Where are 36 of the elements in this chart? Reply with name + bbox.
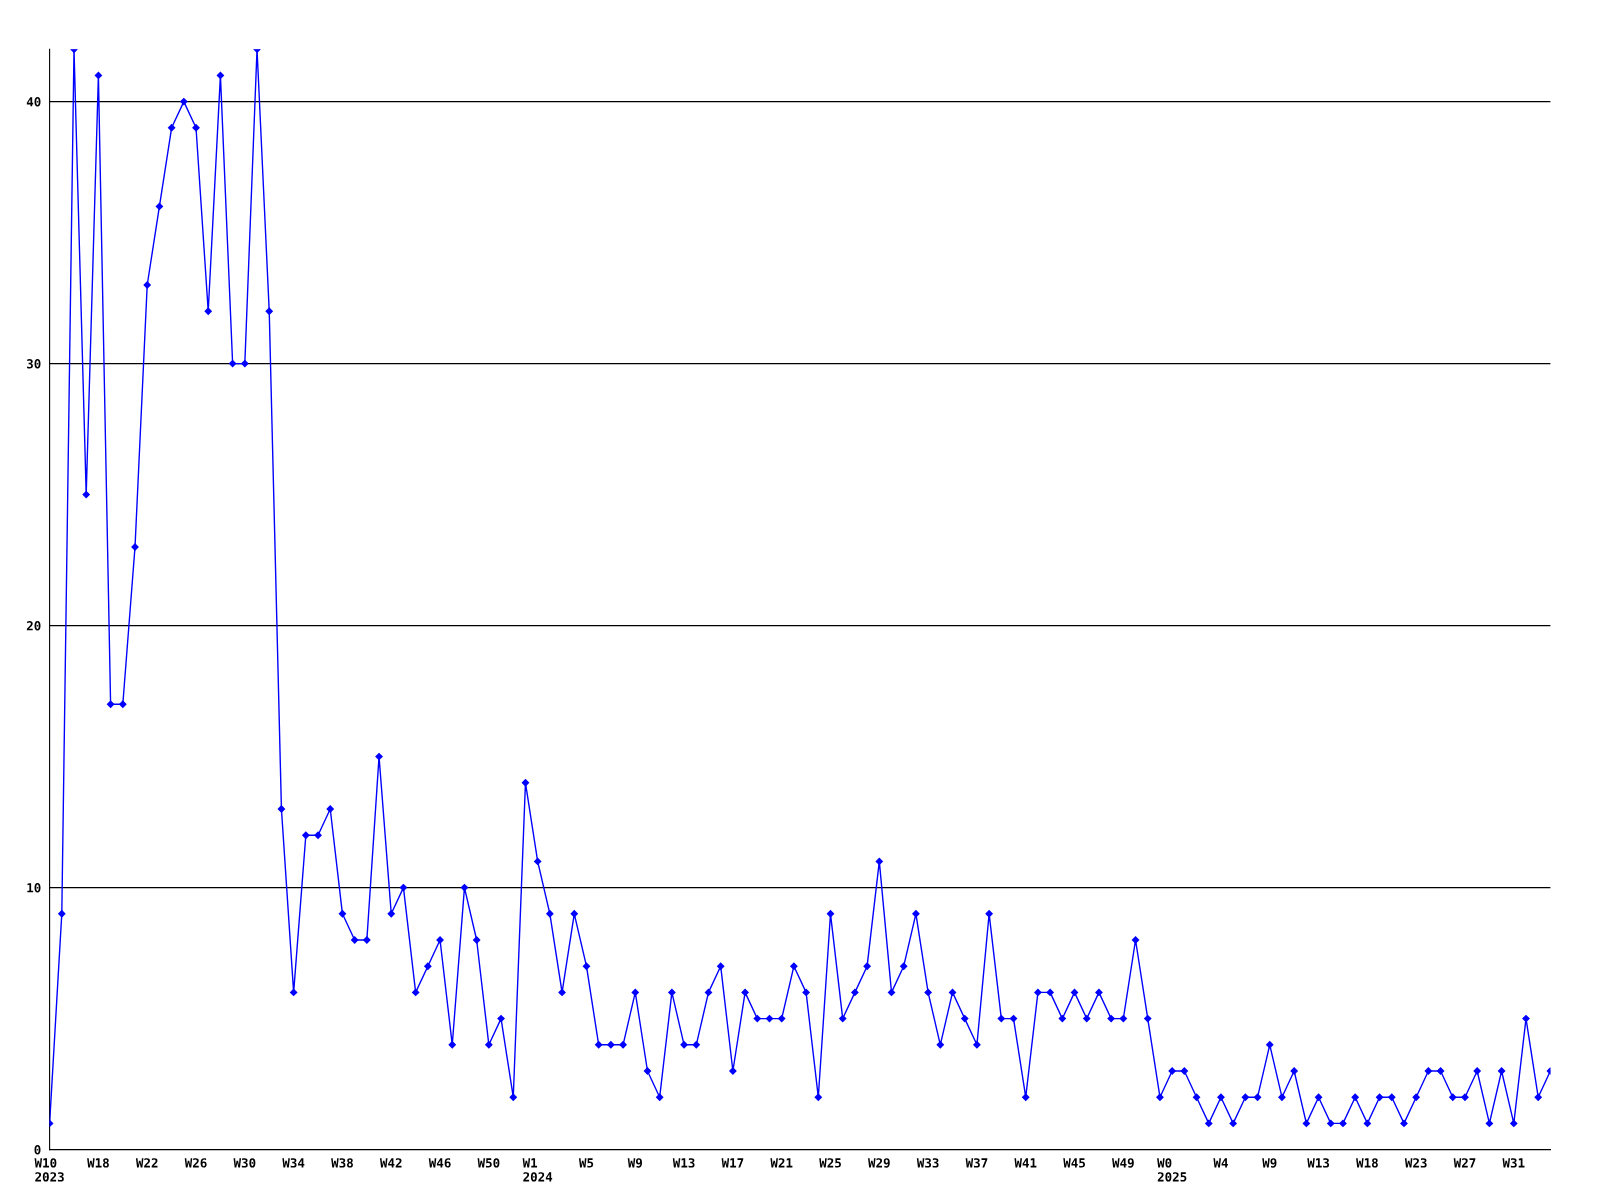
x-tick-label: W30 (233, 1158, 256, 1168)
x-tick-label: W1 2024 (522, 1158, 553, 1182)
x-tick-label: W50 (477, 1158, 500, 1168)
x-tick-label: W26 (184, 1158, 207, 1168)
x-tick-label: W38 (331, 1158, 353, 1168)
x-tick-label: W10 2023 (34, 1158, 64, 1182)
x-tick-label: W22 (135, 1158, 158, 1168)
y-tick-label: 10 (27, 883, 41, 893)
x-tick-label: W21 (770, 1158, 793, 1168)
x-tick-label: W45 (1063, 1158, 1085, 1168)
x-tick-label: W9 (1262, 1158, 1277, 1168)
x-tick-label: W27 (1453, 1158, 1476, 1168)
x-tick-label: W49 (1112, 1158, 1134, 1168)
x-tick-label: W34 (282, 1158, 305, 1168)
x-tick-label: W33 (916, 1158, 939, 1168)
x-tick-label: W13 (1307, 1158, 1330, 1168)
x-tick-label: W46 (428, 1158, 451, 1168)
x-tick-label: W4 (1213, 1158, 1228, 1168)
x-tick-label: W37 (965, 1158, 988, 1168)
x-tick-label: W17 (721, 1158, 744, 1168)
x-tick-label: W18 (87, 1158, 109, 1168)
x-tick-label: W42 (379, 1158, 402, 1168)
x-tick-label: W0 2025 (1157, 1158, 1187, 1182)
x-tick-label: W41 (1014, 1158, 1037, 1168)
x-tick-label: W25 (819, 1158, 841, 1168)
x-tick-label: W18 (1356, 1158, 1378, 1168)
x-tick-label: W31 (1502, 1158, 1525, 1168)
x-tick-label: W23 (1404, 1158, 1427, 1168)
y-tick-label: 30 (26, 359, 41, 369)
y-tick-label: 0 (34, 1145, 41, 1155)
x-tick-label: W5 (578, 1158, 594, 1168)
y-tick-label: 40 (26, 97, 41, 107)
x-tick-label: W13 (672, 1158, 695, 1168)
y-tick-label: 20 (26, 621, 41, 631)
x-tick-label: W29 (868, 1158, 890, 1168)
x-tick-label: W9 (627, 1158, 642, 1168)
